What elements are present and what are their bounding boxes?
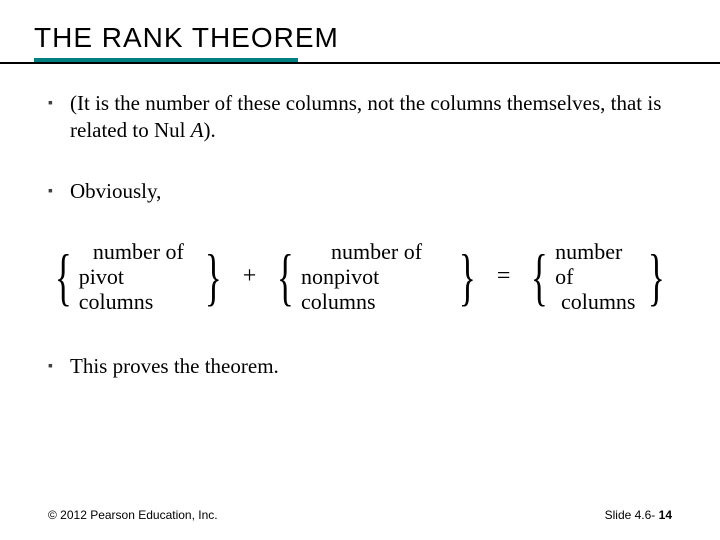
right-brace-icon: } — [459, 248, 476, 306]
eq-group-2: { number of nonpivot columns } — [270, 239, 483, 315]
copyright-text: © 2012 Pearson Education, Inc. — [48, 508, 218, 522]
left-brace-icon: { — [531, 248, 548, 306]
slide-number-value: 14 — [659, 508, 672, 522]
bullet-item: ▪ Obviously, — [48, 178, 672, 205]
right-brace-icon: } — [205, 248, 222, 306]
eq-g1-l1: number of — [93, 239, 184, 264]
eq-g3-l2: columns — [561, 289, 636, 314]
slide-number-label: Slide 4.6- — [605, 508, 659, 522]
left-brace-icon: { — [277, 248, 294, 306]
bullet-mark-icon: ▪ — [48, 357, 70, 384]
left-brace-icon: { — [55, 248, 72, 306]
eq-g1-l2: pivot columns — [79, 264, 198, 315]
eq-group-1: { number of pivot columns } — [48, 239, 229, 315]
bullet-text: (It is the number of these columns, not … — [70, 90, 672, 144]
bullet-item: ▪ This proves the theorem. — [48, 353, 672, 380]
eq-g2-l2: nonpivot columns — [301, 264, 452, 315]
eq-g2-l1: number of — [331, 239, 422, 264]
bullet-text: Obviously, — [70, 178, 672, 205]
bullet1-before: (It is the number of these columns, not … — [70, 91, 661, 142]
equation: { number of pivot columns } + { number o… — [48, 239, 672, 315]
bullet-mark-icon: ▪ — [48, 182, 70, 209]
slide-number: Slide 4.6- 14 — [605, 508, 672, 522]
bullet-text: This proves the theorem. — [70, 353, 672, 380]
eq-g3-l1: number of — [555, 239, 641, 290]
plus-operator: + — [239, 261, 261, 292]
right-brace-icon: } — [648, 248, 665, 306]
equals-operator: = — [493, 261, 515, 292]
bullet-item: ▪ (It is the number of these columns, no… — [48, 90, 672, 144]
eq-group-3: { number of columns } — [524, 239, 672, 315]
slide-title: THE RANK THEOREM — [34, 22, 720, 54]
bullet1-italic: A — [191, 118, 204, 142]
bullet1-after: ). — [204, 118, 216, 142]
bullet-mark-icon: ▪ — [48, 94, 70, 148]
